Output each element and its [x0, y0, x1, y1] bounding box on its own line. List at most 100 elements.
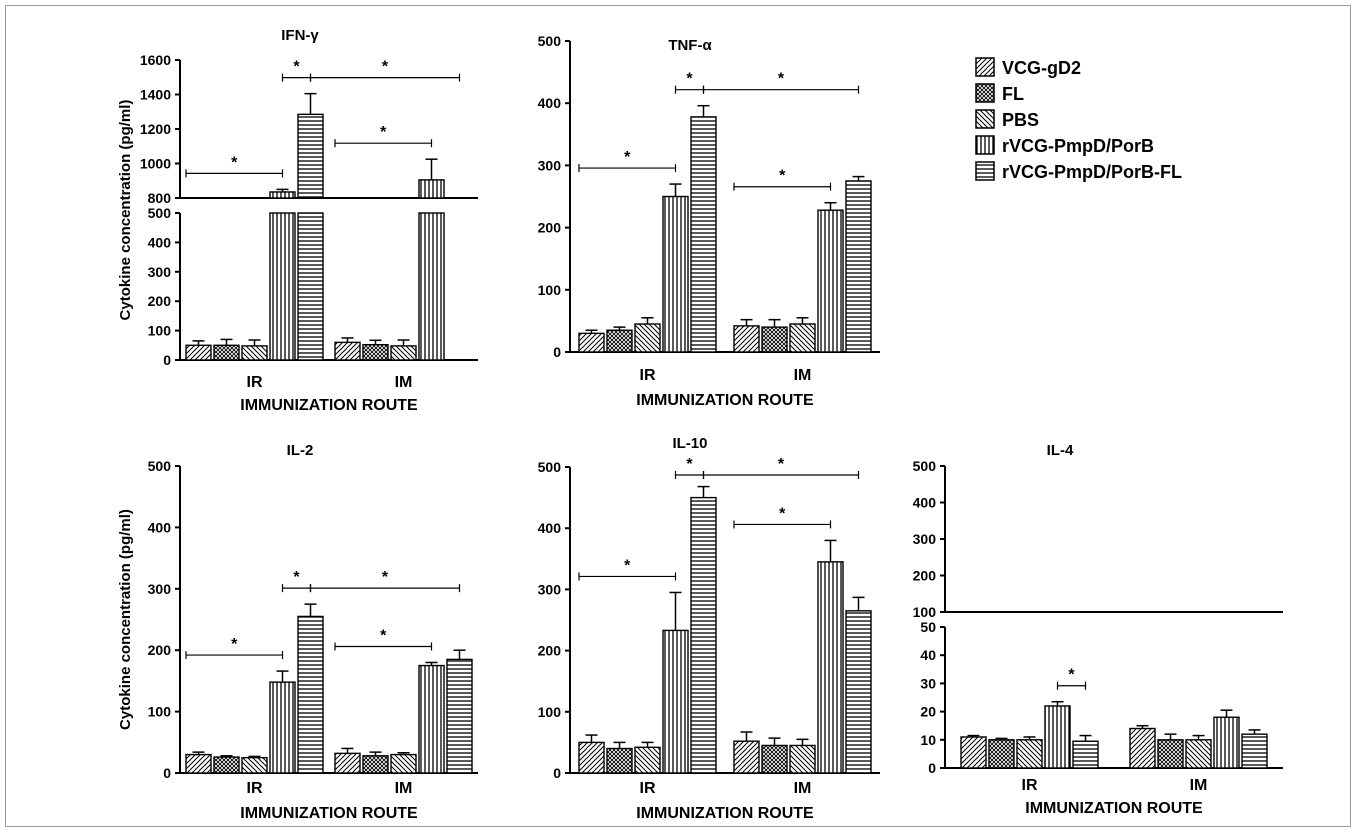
chart-title: IFN-γ — [281, 27, 319, 44]
bar — [418, 212, 445, 361]
y-tick-label: 30 — [920, 675, 936, 691]
y-axis-label: Cytokine concentration (pg/ml) — [117, 100, 134, 321]
bar — [446, 658, 473, 774]
chart-il-2: IL-2 Cytokine concentration (pg/ml) 0 100 20… — [117, 442, 478, 822]
y-tick-label: 500 — [913, 458, 937, 474]
x-axis-label: IMMUNIZATION ROUTE — [1025, 800, 1203, 817]
bar — [817, 209, 844, 353]
y-tick-label: 40 — [920, 647, 936, 663]
x-tick-label: IR — [247, 780, 263, 797]
x-tick-label: IR — [1022, 777, 1038, 794]
bar — [733, 740, 760, 774]
significance-star: * — [380, 124, 387, 141]
x-tick-label: IM — [1190, 777, 1208, 794]
bar — [297, 212, 324, 361]
y-tick-label: 10 — [920, 732, 936, 748]
significance-star: * — [779, 505, 786, 522]
bar — [988, 739, 1015, 769]
significance-star: * — [624, 149, 631, 166]
y-tick-label: 1000 — [140, 156, 171, 172]
x-tick-label: IM — [395, 374, 413, 391]
bar — [1044, 705, 1071, 769]
significance-star: * — [382, 569, 389, 586]
y-tick-label: 200 — [148, 642, 172, 658]
y-tick-label: 300 — [148, 581, 172, 597]
bar — [297, 113, 324, 199]
y-tick-label: 300 — [538, 581, 562, 597]
legend-label: PBS — [1002, 110, 1039, 130]
significance-star: * — [293, 569, 300, 586]
y-tick-label: 0 — [163, 352, 171, 368]
chart-title: TNF-α — [668, 37, 712, 54]
y-tick-label: 100 — [538, 282, 562, 298]
y-tick-label: 400 — [913, 495, 937, 511]
y-tick-label: 100 — [538, 704, 562, 720]
y-tick-label: 200 — [538, 643, 562, 659]
bar — [662, 629, 689, 774]
bar — [1072, 740, 1099, 769]
significance-star: * — [380, 627, 387, 644]
legend: VCG-gD2 FL PBS rVCG-PmpD/PorB rVCG-PmpD/PorB… — [975, 57, 1182, 182]
x-tick-label: IR — [640, 367, 656, 384]
chart-ifn-: IFN-γ Cytokine concentration (pg/ml) 0 100 2… — [117, 27, 478, 414]
legend-swatch — [975, 135, 995, 155]
y-tick-label: 400 — [148, 519, 172, 535]
y-tick-label: 100 — [913, 604, 937, 620]
significance-star: * — [231, 154, 238, 171]
bar — [1129, 727, 1156, 769]
bar — [761, 744, 788, 774]
y-tick-label: 300 — [538, 157, 562, 173]
significance-star: * — [778, 71, 785, 88]
legend-label: rVCG-PmpD/PorB-FL — [1002, 162, 1182, 182]
x-tick-label: IM — [794, 780, 812, 797]
significance-star: * — [686, 456, 693, 473]
legend-swatch — [975, 57, 995, 77]
x-tick-label: IR — [247, 374, 263, 391]
chart-title: IL-10 — [672, 435, 707, 452]
x-tick-label: IM — [395, 780, 413, 797]
y-tick-label: 200 — [148, 293, 172, 309]
bar — [960, 736, 987, 769]
legend-label: rVCG-PmpD/PorB — [1002, 136, 1154, 156]
significance-star: * — [293, 59, 300, 76]
y-tick-label: 500 — [538, 33, 562, 49]
chart-title: IL-2 — [287, 442, 314, 459]
y-tick-label: 400 — [538, 95, 562, 111]
significance-star: * — [624, 557, 631, 574]
y-tick-label: 500 — [538, 459, 562, 475]
x-axis-label: IMMUNIZATION ROUTE — [240, 805, 418, 822]
bar — [662, 195, 689, 353]
y-tick-label: 1400 — [140, 87, 171, 103]
legend-label: VCG-gD2 — [1002, 58, 1081, 78]
chart-il-10: IL-10 0 100 200 300 400 500 IR IM IMMUNIZATION RO… — [538, 435, 880, 822]
bar — [297, 615, 324, 774]
y-tick-label: 400 — [538, 520, 562, 536]
y-axis-label: Cytokine concentration (pg/ml) — [117, 509, 134, 730]
legend-swatch — [975, 161, 995, 181]
significance-star: * — [1068, 667, 1075, 684]
bar — [269, 212, 296, 361]
y-tick-label: 100 — [148, 323, 172, 339]
significance-star: * — [686, 71, 693, 88]
bar — [789, 323, 816, 353]
y-tick-label: 500 — [148, 205, 172, 221]
legend-swatch — [975, 109, 995, 129]
y-tick-label: 800 — [148, 190, 172, 206]
significance-star: * — [778, 456, 785, 473]
legend-swatch — [975, 83, 995, 103]
y-tick-label: 20 — [920, 704, 936, 720]
bar — [634, 323, 661, 353]
y-tick-label: 0 — [553, 344, 561, 360]
chart-title: IL-4 — [1047, 442, 1074, 459]
y-tick-label: 300 — [913, 531, 937, 547]
figure-frame — [5, 5, 1351, 827]
x-tick-label: IR — [640, 780, 656, 797]
bar — [418, 664, 445, 774]
y-tick-label: 200 — [538, 220, 562, 236]
bar — [789, 744, 816, 774]
y-tick-label: 300 — [148, 264, 172, 280]
significance-star: * — [382, 59, 389, 76]
